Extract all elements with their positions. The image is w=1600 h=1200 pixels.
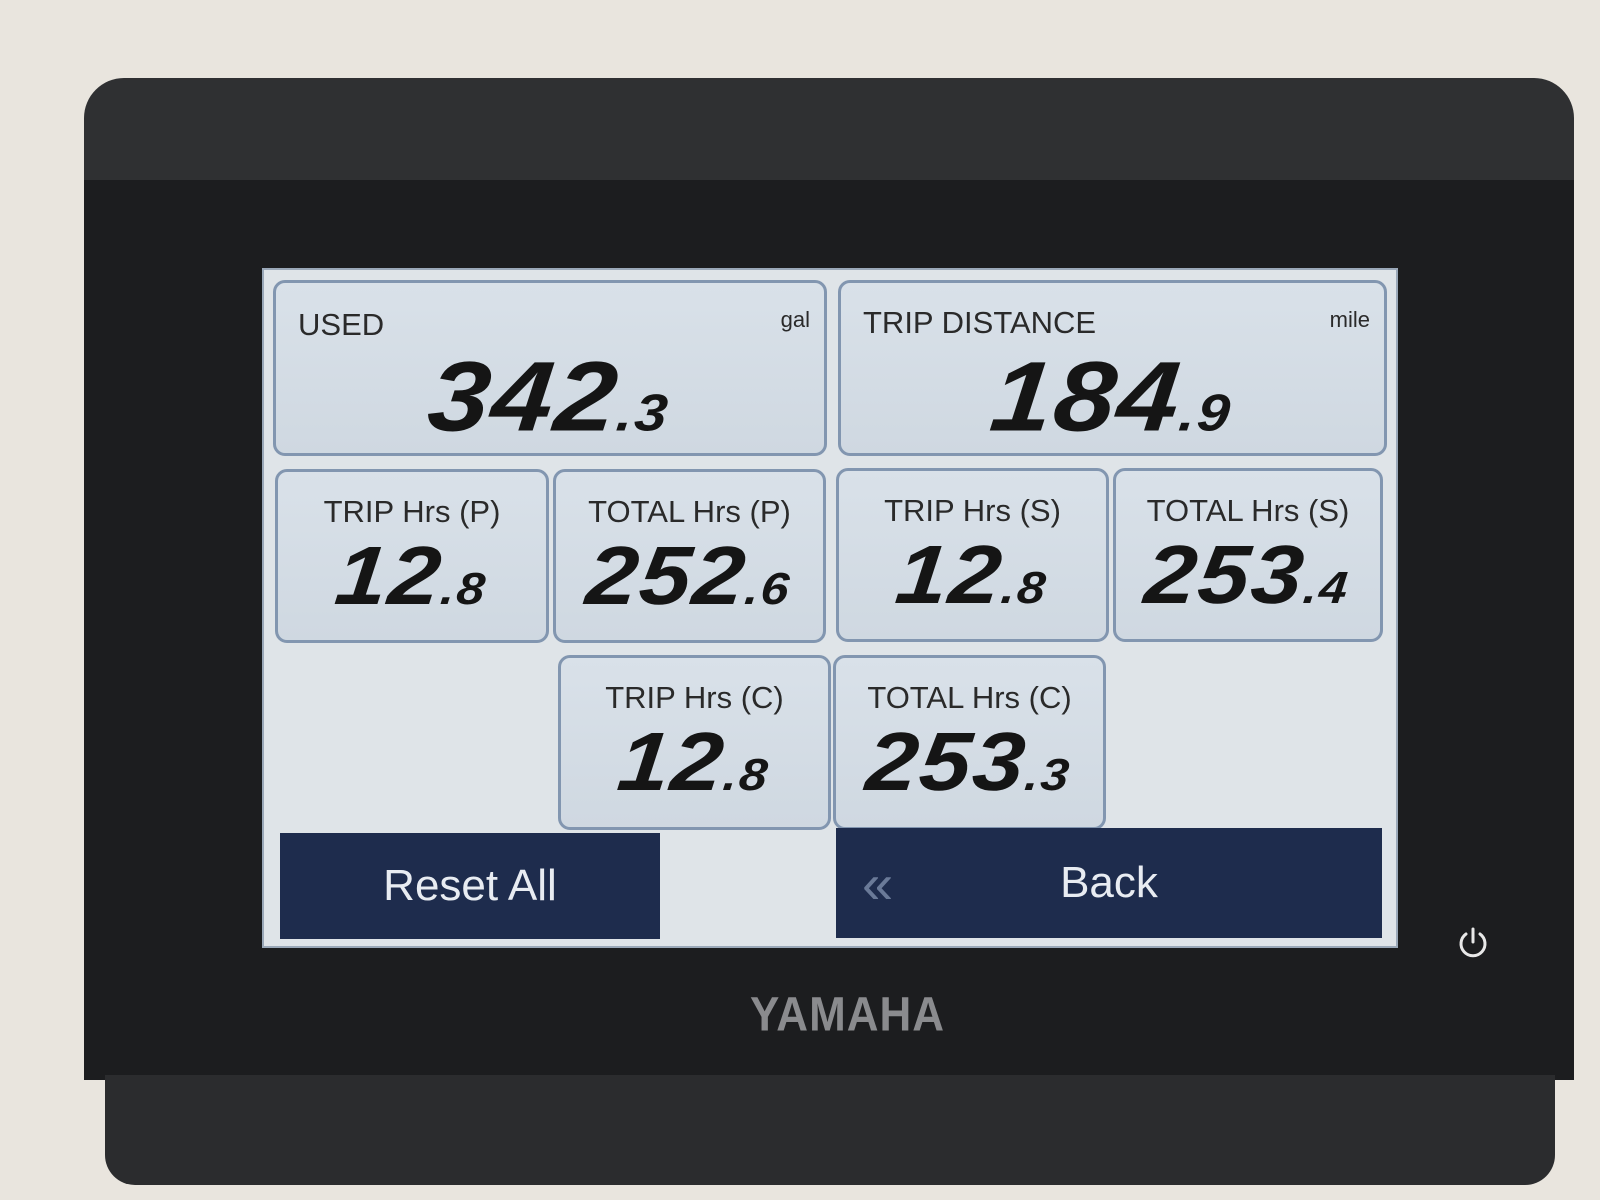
tile-value: 12.8 (331, 530, 490, 622)
tile-unit: mile (1329, 307, 1370, 332)
tile-value: 253.3 (862, 716, 1074, 808)
reset-all-button[interactable]: Reset All (280, 833, 660, 939)
tile-total-hrs-p[interactable]: TOTAL Hrs (P) 252.6 (553, 469, 826, 643)
tile-total-hrs-c[interactable]: TOTAL Hrs (C) 253.3 (833, 655, 1106, 830)
tile-label: TRIP Hrs (S) (884, 493, 1061, 528)
tile-trip-distance[interactable]: TRIP DISTANCE mile 184.9 (838, 280, 1387, 456)
reset-all-label: Reset All (383, 861, 557, 910)
tile-value: 184.9 (985, 341, 1235, 452)
tile-label: TRIP DISTANCE (863, 305, 1097, 340)
tile-value: 342.3 (423, 341, 673, 452)
power-icon[interactable] (1455, 925, 1491, 961)
double-chevron-left-icon: « (862, 851, 894, 915)
tile-label: TOTAL Hrs (C) (867, 680, 1072, 715)
tile-label: USED (298, 307, 385, 342)
back-button[interactable]: « Back (836, 828, 1382, 938)
tile-value: 12.8 (613, 716, 772, 808)
tile-value: 252.6 (582, 530, 794, 622)
tile-trip-hrs-s[interactable]: TRIP Hrs (S) 12.8 (836, 468, 1109, 642)
tile-trip-hrs-p[interactable]: TRIP Hrs (P) 12.8 (275, 469, 549, 643)
tile-used[interactable]: USED gal 342.3 (273, 280, 827, 456)
tile-label: TRIP Hrs (P) (323, 494, 501, 529)
bezel-top (84, 78, 1574, 188)
bezel-bottom (105, 1075, 1555, 1185)
tile-unit: gal (780, 307, 810, 332)
tile-label: TOTAL Hrs (S) (1146, 493, 1350, 528)
back-label: Back (1060, 858, 1158, 907)
tile-total-hrs-s[interactable]: TOTAL Hrs (S) 253.4 (1113, 468, 1383, 642)
tile-value: 253.4 (1140, 529, 1352, 621)
yamaha-logo: YAMAHA (750, 987, 946, 1042)
tile-trip-hrs-c[interactable]: TRIP Hrs (C) 12.8 (558, 655, 831, 830)
tile-label: TRIP Hrs (C) (605, 680, 784, 715)
screen: USED gal 342.3 TRIP DISTANCE mile 184.9 … (262, 268, 1398, 948)
tile-label: TOTAL Hrs (P) (588, 494, 791, 529)
tile-value: 12.8 (891, 529, 1050, 621)
